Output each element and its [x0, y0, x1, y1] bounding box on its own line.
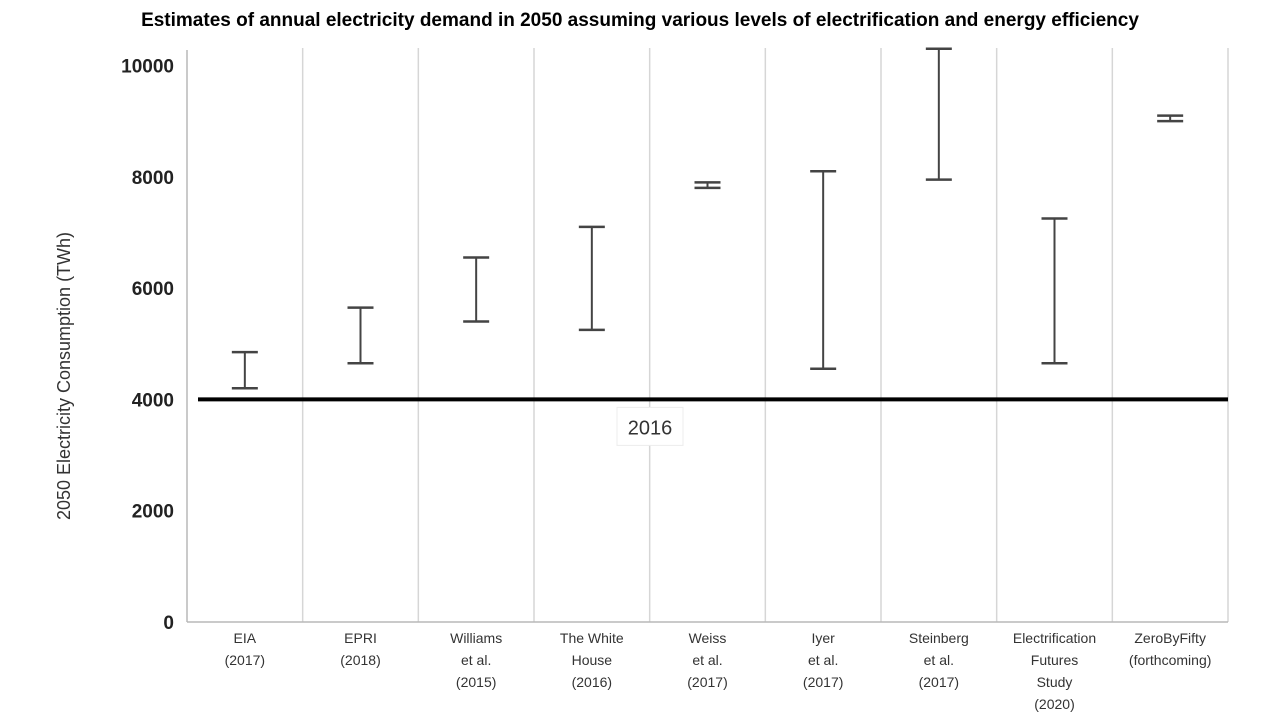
- reference-line-group: 2016: [198, 397, 1228, 446]
- x-tick-label: Weiss et al. (2017): [687, 630, 727, 690]
- x-tick-label: Iyer et al. (2017): [803, 630, 843, 690]
- reference-line-label: 2016: [628, 417, 673, 439]
- y-axis-label: 2050 Electricity Consumption (TWh): [54, 232, 74, 520]
- range-bar: [810, 169, 837, 371]
- range-bar: [694, 181, 721, 190]
- x-tick-label: EIA (2017): [225, 630, 265, 668]
- grid: [301, 48, 1229, 622]
- range-bars: [231, 47, 1184, 390]
- y-tick-label: 2000: [132, 502, 174, 523]
- x-tick-label: ZeroByFifty (forthcoming): [1129, 630, 1211, 668]
- x-tick-label: Electrification Futures Study (2020): [1013, 630, 1096, 712]
- reference-label-box: [616, 406, 684, 446]
- range-bar: [925, 47, 952, 181]
- y-tick-label: 0: [163, 613, 174, 634]
- chart-title: Estimates of annual electricity demand i…: [141, 10, 1139, 31]
- x-tick-labels: EIA (2017) EPRI (2018) Williams et al. (2015) T…: [225, 630, 1212, 712]
- x-tick-label: Steinberg et al. (2017): [909, 630, 969, 690]
- range-bar: [578, 225, 605, 332]
- x-tick-label: The White House (2016): [560, 630, 624, 690]
- range-bar: [463, 256, 490, 323]
- y-tick-label: 4000: [132, 390, 174, 411]
- y-tick-labels: 0 2000 4000 6000 8000 10000: [121, 57, 174, 635]
- axes: [186, 50, 1228, 623]
- range-bar: [1041, 217, 1068, 365]
- range-bar: [231, 350, 258, 390]
- y-tick-label: 8000: [132, 168, 174, 189]
- range-bar: [347, 306, 374, 365]
- range-bar: [1157, 114, 1184, 123]
- y-tick-label: 10000: [121, 57, 174, 78]
- y-tick-label: 6000: [132, 279, 174, 300]
- x-tick-label: Williams et al. (2015): [450, 630, 502, 690]
- x-tick-label: EPRI (2018): [340, 630, 380, 668]
